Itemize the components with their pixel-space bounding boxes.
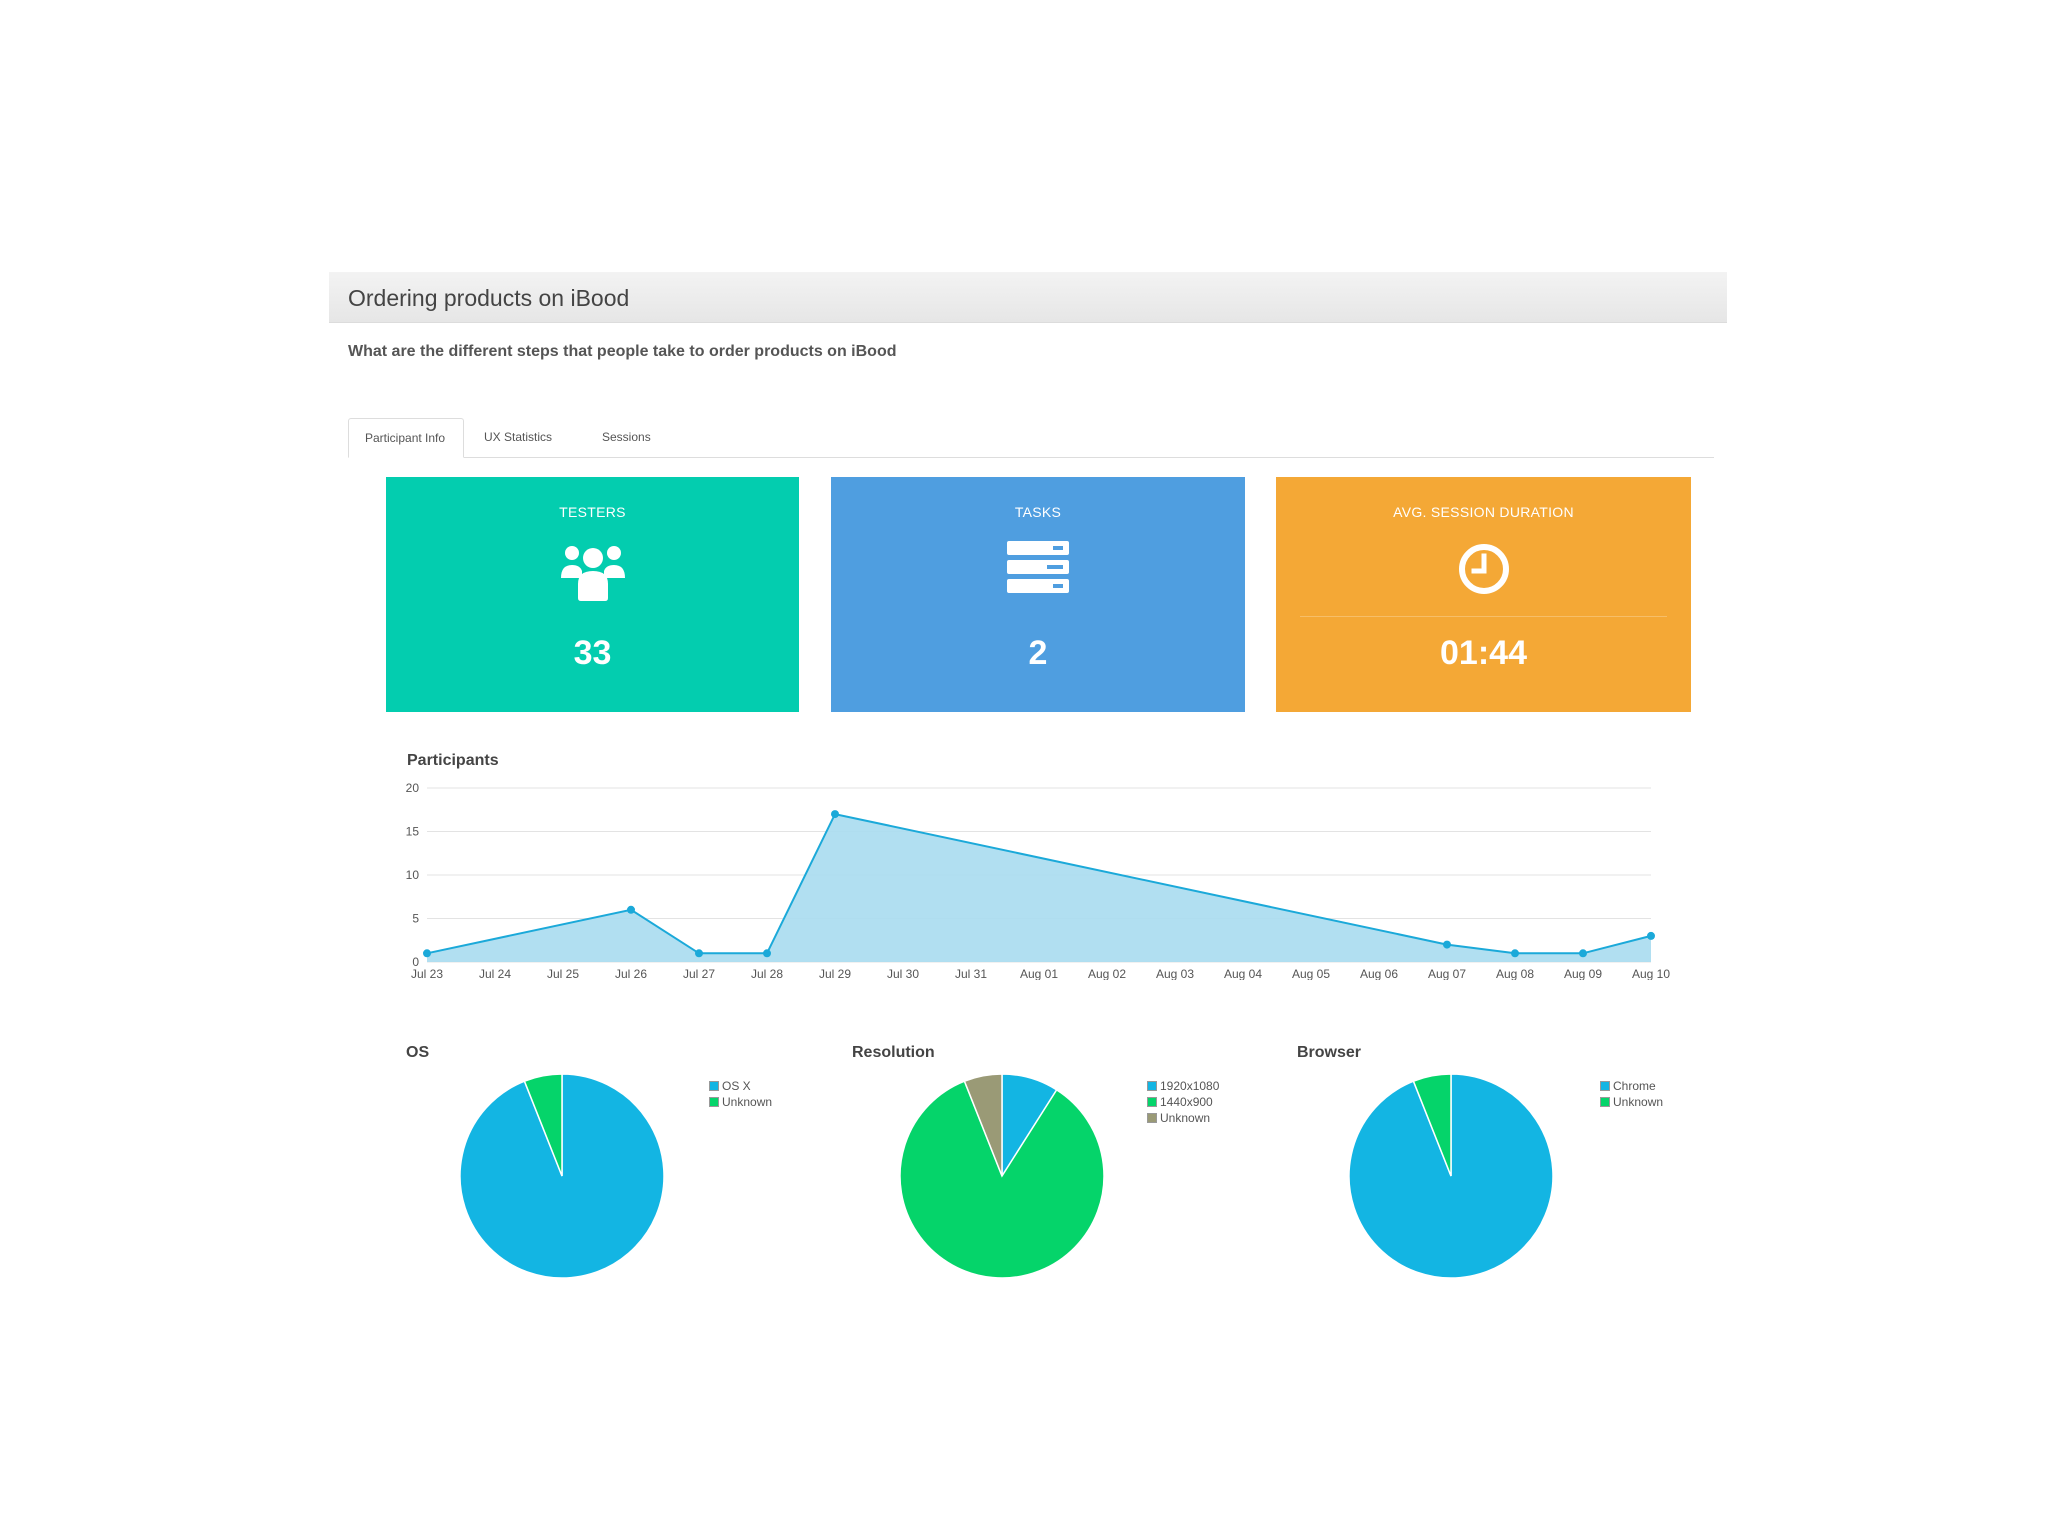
pie-slice[interactable] — [1412, 1073, 1452, 1177]
legend-swatch — [1147, 1097, 1157, 1107]
legend-label: Unknown — [1613, 1095, 1664, 1109]
data-point[interactable] — [1647, 931, 1655, 940]
x-tick-label: Aug 07 — [1428, 967, 1466, 980]
data-point[interactable] — [423, 949, 431, 958]
tab-bar: Participant Info UX Statistics Sessions — [348, 418, 1714, 458]
pie-slice[interactable] — [523, 1073, 563, 1177]
tab-sessions[interactable]: Sessions — [602, 430, 651, 444]
x-tick-label: Aug 01 — [1020, 967, 1058, 980]
x-tick-label: Jul 24 — [479, 967, 511, 980]
x-tick-label: Aug 09 — [1564, 967, 1602, 980]
data-point[interactable] — [695, 949, 703, 958]
legend-label: Unknown — [1160, 1111, 1211, 1125]
testers-card: TESTERS 33 — [386, 477, 799, 712]
session-duration-label: AVG. SESSION DURATION — [1393, 504, 1574, 520]
legend-item: 1920x1080 — [1147, 1078, 1219, 1094]
tab-ux-statistics[interactable]: UX Statistics — [484, 430, 553, 444]
data-point[interactable] — [763, 949, 771, 958]
session-duration-card: AVG. SESSION DURATION 01:44 — [1276, 477, 1691, 712]
pie-slice[interactable] — [899, 1080, 1105, 1279]
x-tick-label: Jul 27 — [683, 967, 715, 980]
data-point[interactable] — [1443, 940, 1451, 949]
participants-chart: 0 5 10 15 20 Jul 23 Jul 24 Jul 25 Jul 26 Jul 27 Ju… — [406, 781, 1671, 980]
data-point[interactable] — [1511, 949, 1519, 958]
x-tick-label: Jul 29 — [819, 967, 851, 980]
tasks-card: TASKS 2 — [831, 477, 1245, 712]
users-icon — [560, 546, 625, 601]
os-pie-chart — [459, 1073, 665, 1279]
legend-item: Unknown — [709, 1094, 772, 1110]
os-chart-title: OS — [406, 1044, 430, 1061]
participants-chart-title: Participants — [407, 752, 499, 769]
legend-label: Unknown — [722, 1095, 773, 1109]
session-duration-value: 01:44 — [1440, 634, 1527, 672]
tab-participant-info[interactable]: Participant Info — [348, 418, 464, 458]
tasks-label: TASKS — [1014, 504, 1062, 520]
y-tick-label: 5 — [412, 912, 419, 926]
resolution-chart-title: Resolution — [852, 1044, 935, 1061]
pie-slice[interactable] — [963, 1073, 1003, 1177]
legend-label: OS X — [722, 1079, 751, 1093]
x-tick-label: Jul 23 — [411, 967, 443, 980]
page-title: Ordering products on iBood — [348, 285, 630, 311]
y-tick-label: 0 — [412, 955, 419, 969]
x-tick-label: Aug 10 — [1632, 967, 1670, 980]
browser-legend: Chrome Unknown — [1600, 1078, 1663, 1110]
legend-swatch — [1147, 1081, 1157, 1091]
x-tick-label: Jul 31 — [955, 967, 987, 980]
legend-swatch — [1600, 1097, 1610, 1107]
y-tick-label: 15 — [406, 825, 420, 839]
legend-item: Chrome — [1600, 1078, 1663, 1094]
clock-icon — [1458, 544, 1509, 594]
legend-swatch — [709, 1081, 719, 1091]
y-tick-label: 20 — [406, 781, 420, 795]
data-point[interactable] — [1579, 949, 1587, 958]
os-legend: OS X Unknown — [709, 1078, 772, 1110]
legend-item: OS X — [709, 1078, 772, 1094]
x-tick-label: Aug 02 — [1088, 967, 1126, 980]
legend-label: Chrome — [1613, 1079, 1656, 1093]
study-description: What are the different steps that people… — [348, 343, 897, 360]
page-header: Ordering products on iBood — [329, 272, 1727, 323]
resolution-legend: 1920x1080 1440x900 Unknown — [1147, 1078, 1219, 1126]
resolution-pie-chart — [899, 1073, 1105, 1279]
x-tick-label: Aug 05 — [1292, 967, 1330, 980]
browser-pie-chart — [1348, 1073, 1554, 1279]
x-tick-label: Aug 08 — [1496, 967, 1534, 980]
legend-label: 1440x900 — [1160, 1095, 1213, 1109]
x-tick-label: Aug 03 — [1156, 967, 1194, 980]
x-tick-label: Jul 26 — [615, 967, 647, 980]
x-tick-label: Jul 28 — [751, 967, 783, 980]
participants-area — [427, 814, 1651, 962]
data-point[interactable] — [627, 905, 635, 914]
x-tick-label: Jul 25 — [547, 967, 579, 980]
tasks-value: 2 — [1028, 634, 1048, 672]
testers-value: 33 — [573, 634, 612, 672]
legend-item: Unknown — [1600, 1094, 1663, 1110]
x-tick-label: Aug 06 — [1360, 967, 1398, 980]
testers-label: TESTERS — [559, 504, 626, 520]
legend-swatch — [709, 1097, 719, 1107]
x-tick-label: Aug 04 — [1224, 967, 1262, 980]
list-icon — [1007, 541, 1069, 593]
legend-label: 1920x1080 — [1160, 1079, 1220, 1093]
legend-swatch — [1600, 1081, 1610, 1091]
browser-chart-title: Browser — [1297, 1044, 1362, 1061]
x-tick-label: Jul 30 — [887, 967, 919, 980]
card-divider — [1300, 616, 1667, 617]
legend-item: Unknown — [1147, 1110, 1219, 1126]
y-tick-label: 10 — [406, 868, 420, 882]
legend-swatch — [1147, 1113, 1157, 1123]
legend-item: 1440x900 — [1147, 1094, 1219, 1110]
data-point[interactable] — [831, 810, 839, 819]
